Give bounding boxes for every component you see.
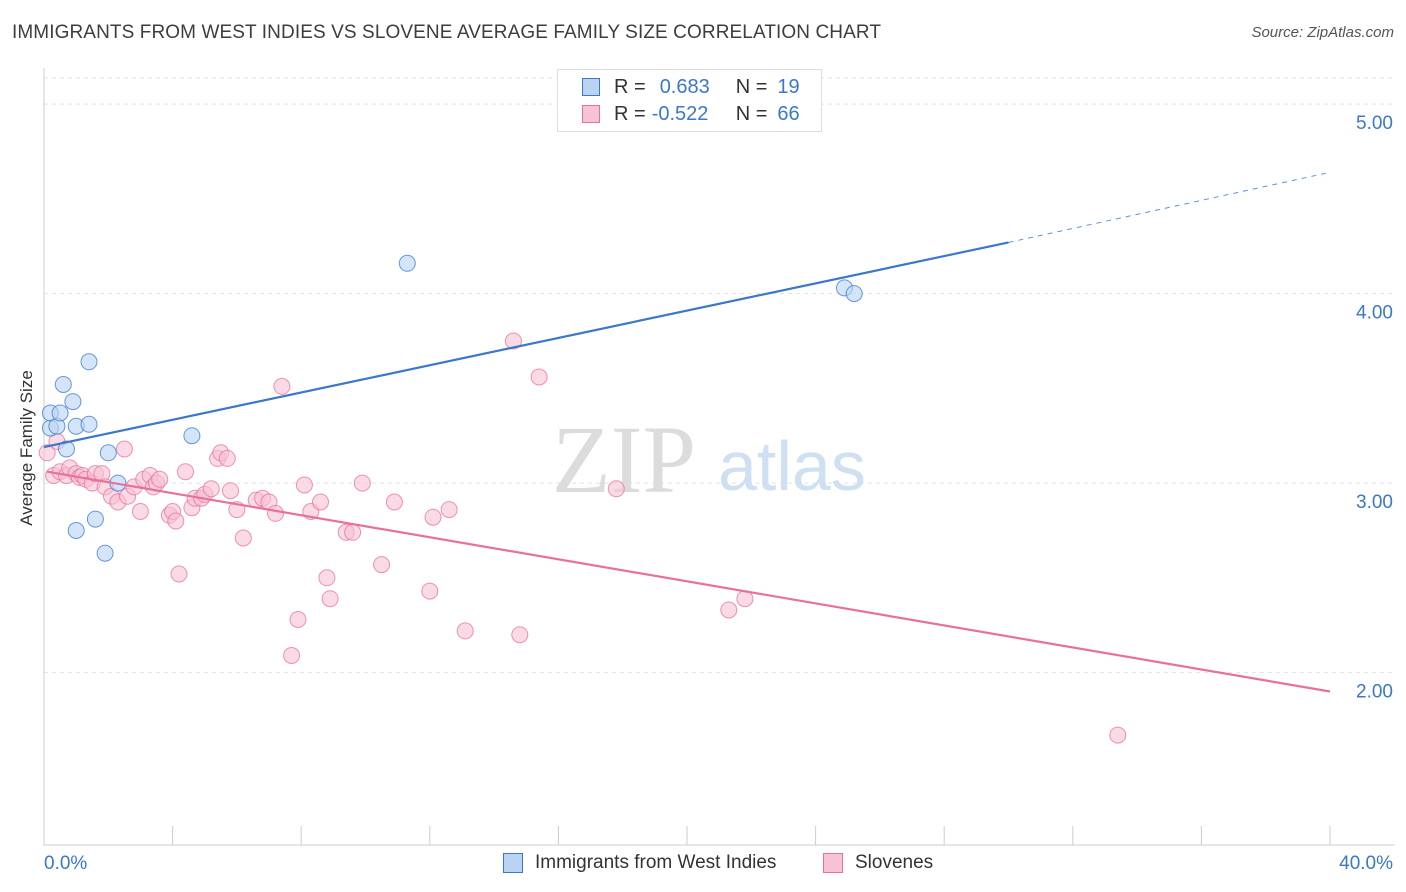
west-indies-point xyxy=(845,285,863,303)
y-tick-label: 2.00 xyxy=(1356,682,1393,703)
slovenes-point xyxy=(312,493,329,511)
slovenes-point xyxy=(385,493,403,511)
slovenes-point xyxy=(321,590,339,608)
slovenes-point xyxy=(170,565,188,583)
slovenes-point xyxy=(1109,726,1127,744)
slovenes-point xyxy=(131,503,149,520)
x-tick-label: 40.0% xyxy=(1339,853,1393,874)
trend-lines xyxy=(43,171,1331,693)
slovenes-point xyxy=(318,569,336,587)
west-indies-point xyxy=(67,522,85,539)
slovenes-point xyxy=(373,556,391,574)
west-indies-point xyxy=(54,376,72,393)
series-legend: Immigrants from West Indies Slovenes xyxy=(0,852,1406,878)
slovenes-point xyxy=(289,611,307,628)
slovenes-point xyxy=(421,582,439,600)
series-legend-west-indies: Immigrants from West Indies xyxy=(503,852,776,874)
west-indies-point xyxy=(80,415,98,433)
y-tick-label: 5.00 xyxy=(1356,113,1393,134)
y-axis-label-wrap: Average Family Size xyxy=(14,360,40,540)
slovenes-point xyxy=(273,377,291,395)
gridlines xyxy=(44,77,1395,674)
series-legend-label: Immigrants from West Indies xyxy=(535,852,777,873)
watermark-zip: ZIP xyxy=(552,406,696,513)
west-indies-point xyxy=(183,427,201,445)
slovenes-point xyxy=(424,508,442,526)
west-indies-point xyxy=(80,353,98,371)
slovenes-points xyxy=(38,332,1127,744)
west-indies-trend-extension xyxy=(1008,171,1331,243)
slovenes-point xyxy=(283,647,301,664)
legend-r-label: R = xyxy=(614,102,646,125)
watermark: ZIP atlas xyxy=(552,406,866,513)
slovenes-point xyxy=(177,463,194,481)
legend-swatch-pink xyxy=(582,105,600,123)
legend-n-value: 66 xyxy=(777,102,800,125)
series-swatch-blue xyxy=(503,853,523,873)
legend-n-label: N = xyxy=(735,102,768,125)
slovenes-point xyxy=(38,444,56,462)
slovenes-point xyxy=(222,482,239,500)
axes xyxy=(43,68,1395,846)
legend-r-value: -0.522 xyxy=(651,102,709,125)
west-indies-point xyxy=(86,510,104,528)
west-indies-points xyxy=(41,254,863,562)
slovenes-point xyxy=(530,368,548,386)
slovenes-point xyxy=(295,476,313,494)
watermark-atlas: atlas xyxy=(718,427,866,505)
slovenes-point xyxy=(167,512,185,530)
source-label: Source: ZipAtlas.com xyxy=(1251,24,1394,41)
west-indies-point xyxy=(58,440,75,458)
slovenes-point xyxy=(440,501,458,519)
slovenes-point xyxy=(504,332,522,350)
slovenes-point xyxy=(115,440,133,458)
slovenes-trend-line xyxy=(47,470,1331,693)
west-indies-point xyxy=(64,393,82,411)
y-tick-label: 3.00 xyxy=(1356,492,1393,513)
slovenes-point xyxy=(218,449,236,467)
legend-n-label: N = xyxy=(735,75,768,98)
west-indies-point xyxy=(51,404,69,422)
legend-row-west-indies: R = 0.683 N = 19 xyxy=(582,75,800,99)
series-legend-label: Slovenes xyxy=(855,852,934,873)
slovenes-point xyxy=(151,470,169,488)
chart-title: IMMIGRANTS FROM WEST INDIES VS SLOVENE A… xyxy=(12,22,882,43)
legend-swatch-blue xyxy=(582,78,600,96)
x-tick-label: 0.0% xyxy=(44,853,87,874)
slovenes-point xyxy=(511,626,529,644)
series-legend-slovenes: Slovenes xyxy=(823,852,933,874)
slovenes-point xyxy=(202,480,220,498)
correlation-legend: R = 0.683 N = 19 R = -0.522 N = 66 xyxy=(557,69,822,132)
y-axis-label: Average Family Size xyxy=(17,370,36,526)
legend-n-value: 19 xyxy=(777,75,800,98)
west-indies-point xyxy=(96,544,114,562)
west-indies-point xyxy=(398,254,416,272)
west-indies-trend-line xyxy=(43,241,1009,449)
legend-row-slovenes: R = -0.522 N = 66 xyxy=(582,102,800,126)
slovenes-point xyxy=(720,601,738,619)
slovenes-point xyxy=(607,480,625,498)
slovenes-point xyxy=(344,523,362,541)
tick-labels: 2.00 3.00 4.00 5.00 0.0% 40.0% xyxy=(44,113,1393,874)
slovenes-point xyxy=(456,622,474,640)
series-swatch-pink xyxy=(823,853,843,873)
west-indies-point xyxy=(99,444,117,462)
legend-r-label: R = xyxy=(614,75,646,98)
slovenes-point xyxy=(234,529,252,547)
legend-r-value: 0.683 xyxy=(659,75,710,98)
slovenes-point xyxy=(353,474,371,492)
y-tick-label: 4.00 xyxy=(1356,303,1393,324)
slovenes-point xyxy=(267,504,284,522)
